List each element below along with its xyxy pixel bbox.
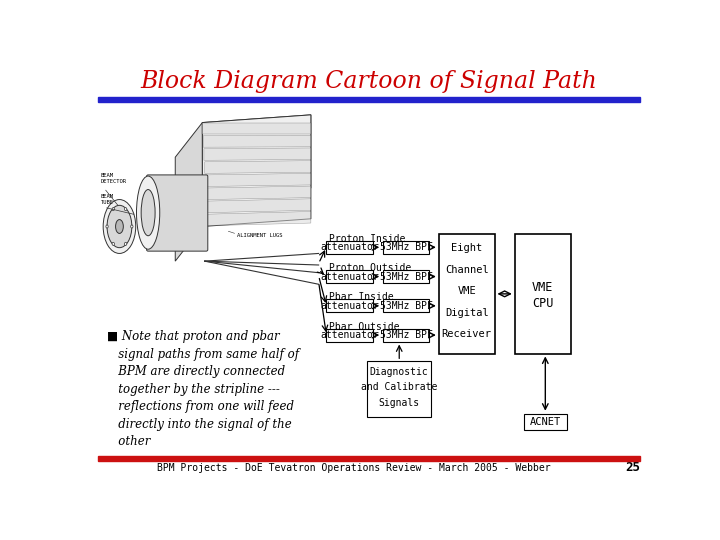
Ellipse shape: [112, 207, 114, 211]
Bar: [383, 270, 429, 283]
Text: attenuator: attenuator: [320, 330, 379, 340]
Bar: [326, 328, 373, 342]
Ellipse shape: [116, 220, 123, 233]
Text: ■ Note that proton and pbar
   signal paths from same half of
   BPM are directl: ■ Note that proton and pbar signal paths…: [107, 330, 300, 448]
Text: Receiver: Receiver: [441, 329, 492, 339]
Text: ALIGNMENT LUGS: ALIGNMENT LUGS: [238, 233, 283, 238]
Bar: [367, 361, 431, 417]
Polygon shape: [203, 135, 311, 147]
Text: Pbar Inside: Pbar Inside: [329, 292, 393, 302]
Text: Proton Outside: Proton Outside: [329, 263, 411, 273]
Bar: [515, 234, 570, 354]
Polygon shape: [204, 161, 311, 173]
Text: 25: 25: [625, 461, 640, 474]
Polygon shape: [205, 173, 311, 186]
Ellipse shape: [141, 190, 155, 236]
Text: Proton Inside: Proton Inside: [329, 234, 405, 244]
Ellipse shape: [112, 242, 114, 245]
Ellipse shape: [125, 207, 127, 211]
Bar: [326, 299, 373, 312]
Text: Pbar Outside: Pbar Outside: [329, 322, 399, 332]
Bar: [383, 299, 429, 312]
Text: VME: VME: [457, 286, 476, 296]
Text: BEAM
DETECTOR: BEAM DETECTOR: [101, 173, 127, 184]
FancyBboxPatch shape: [147, 175, 208, 251]
Text: BEAM
TUBE: BEAM TUBE: [101, 194, 114, 205]
Text: CPU: CPU: [532, 296, 553, 309]
Polygon shape: [206, 186, 311, 200]
Text: attenuator: attenuator: [320, 301, 379, 311]
Bar: [326, 270, 373, 283]
Text: Diagnostic: Diagnostic: [370, 367, 428, 377]
Polygon shape: [202, 115, 311, 195]
Ellipse shape: [131, 225, 133, 228]
Polygon shape: [204, 148, 311, 160]
Text: attenuator: attenuator: [320, 242, 379, 252]
Text: Channel: Channel: [445, 265, 489, 275]
Text: and Calibrate: and Calibrate: [361, 382, 438, 393]
Bar: [98, 456, 640, 461]
Polygon shape: [202, 123, 311, 134]
Bar: [98, 97, 640, 102]
Text: 53MHz BPF: 53MHz BPF: [379, 242, 433, 252]
Text: Eight: Eight: [451, 243, 482, 253]
Ellipse shape: [137, 176, 160, 249]
Bar: [524, 414, 567, 430]
Ellipse shape: [107, 205, 132, 248]
Polygon shape: [207, 199, 311, 213]
Bar: [383, 241, 429, 254]
Bar: [383, 328, 429, 342]
Text: Block Diagram Cartoon of Signal Path: Block Diagram Cartoon of Signal Path: [140, 70, 598, 93]
Ellipse shape: [103, 200, 136, 253]
Bar: [98, 107, 315, 300]
Text: 53MHz BPF: 53MHz BPF: [379, 272, 433, 281]
Polygon shape: [175, 123, 202, 261]
Text: 53MHz BPF: 53MHz BPF: [379, 330, 433, 340]
Text: attenuator: attenuator: [320, 272, 379, 281]
Bar: [438, 234, 495, 354]
Ellipse shape: [106, 225, 108, 228]
Text: BPM Projects - DoE Tevatron Operations Review - March 2005 - Webber: BPM Projects - DoE Tevatron Operations R…: [157, 462, 550, 472]
Text: ACNET: ACNET: [530, 417, 561, 427]
Ellipse shape: [125, 242, 127, 245]
Text: Signals: Signals: [379, 398, 420, 408]
Text: Digital: Digital: [445, 308, 489, 318]
Bar: [326, 241, 373, 254]
Polygon shape: [202, 115, 311, 226]
Text: 53MHz BPF: 53MHz BPF: [379, 301, 433, 311]
Text: VME: VME: [532, 281, 553, 294]
Polygon shape: [208, 212, 311, 226]
